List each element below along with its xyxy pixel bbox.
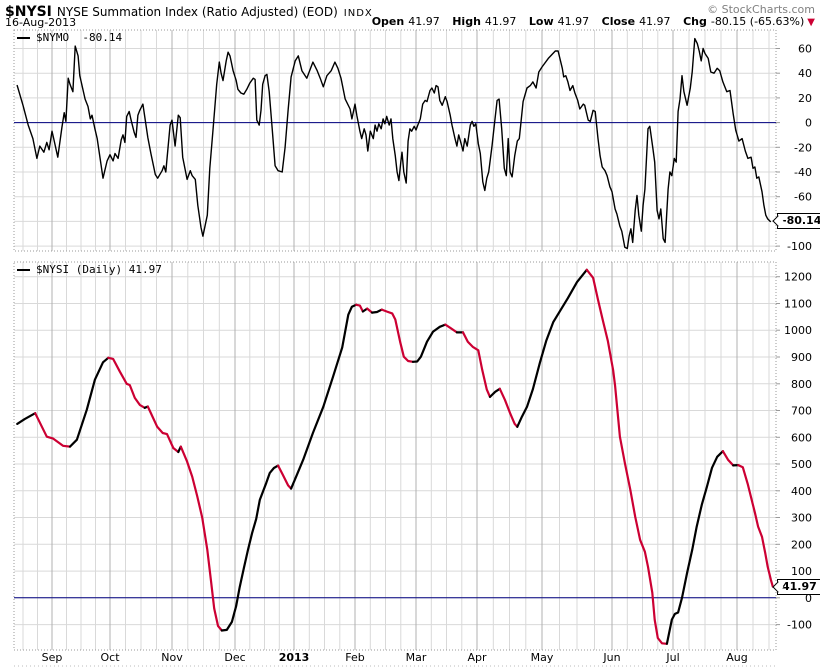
y-tick-label: 0 — [805, 117, 812, 130]
x-tick-label: Jul — [665, 651, 679, 664]
nymo-legend-label: $NYMO -80.14 — [36, 31, 123, 44]
low-value: 41.97 — [557, 15, 590, 28]
last-value-label-nysi: 41.97 — [777, 579, 820, 595]
nymo-legend: $NYMO -80.14 — [17, 31, 122, 44]
$NYSI (Daily)-series — [461, 331, 492, 398]
$NYSI (Daily)-series — [355, 303, 364, 313]
$NYSI (Daily)-series — [371, 308, 383, 314]
$NYSI (Daily)-series — [68, 356, 110, 448]
y-tick-label: 1000 — [784, 324, 812, 337]
y-tick-label: 1100 — [784, 298, 812, 311]
y-tick-label: 900 — [791, 351, 812, 364]
y-tick-label: 700 — [791, 405, 812, 418]
chg-value: -80.15 (-65.63%) — [710, 15, 805, 28]
y-tick-label: 500 — [791, 458, 812, 471]
$NYSI (Daily)-series — [665, 450, 725, 645]
nysi-legend-label: $NYSI (Daily) 41.97 — [36, 263, 162, 276]
$NYMO-panel: 60 40 20 0 -20 -40 -60 -100 — [13, 29, 812, 253]
page-title: NYSE Summation Index (Ratio Adjusted) (E… — [56, 5, 338, 19]
x-tick-label: Sep — [42, 651, 63, 664]
close-value: 41.97 — [639, 15, 671, 28]
x-tick-label: Dec — [224, 651, 245, 664]
y-tick-label: 0 — [805, 592, 812, 605]
symbol: $NYSI — [5, 4, 52, 20]
$NYSI (Daily)-series — [146, 405, 180, 454]
y-tick-label: 40 — [798, 67, 812, 80]
$NYSI (Daily)-series — [444, 323, 458, 334]
$NYSI (Daily)-series — [107, 356, 146, 409]
quote-bar: Open 41.97 High 41.97 Low 41.97 Close 41.97 … — [372, 15, 815, 28]
y-tick-label: 100 — [791, 565, 812, 578]
$NYSI (Daily)-series — [737, 464, 774, 588]
y-tick-label: 60 — [798, 43, 812, 56]
x-tick-label: Jun — [602, 651, 620, 664]
y-tick-label: 400 — [791, 485, 812, 498]
exchange-label: INDX — [343, 8, 373, 19]
$NYMO-series — [16, 37, 771, 250]
y-tick-label: -100 — [787, 619, 812, 632]
y-tick-label: -40 — [794, 166, 812, 179]
open-value: 41.97 — [408, 15, 440, 28]
x-tick-label: Oct — [100, 651, 120, 664]
$NYSI (Daily)-series — [585, 268, 669, 645]
x-tick-label: Feb — [345, 651, 364, 664]
open-label: Open — [371, 15, 405, 28]
copyright: © StockCharts.com — [707, 3, 815, 16]
x-tick-label: May — [531, 651, 554, 664]
$NYSI (Daily)-series — [411, 323, 447, 363]
low-label: Low — [528, 15, 554, 28]
line-swatch-icon — [17, 36, 30, 39]
high-label: High — [452, 15, 481, 28]
$NYSI (Daily)-series — [721, 450, 735, 467]
header-row: $NYSI NYSE Summation Index (Ratio Adjuste… — [5, 1, 373, 20]
y-tick-label: 800 — [791, 378, 812, 391]
y-tick-label: -60 — [794, 191, 812, 204]
x-tick-label: Nov — [161, 651, 183, 664]
y-tick-label: -20 — [794, 141, 812, 154]
$NYSI (Daily)-series — [516, 268, 588, 428]
y-tick-label: 600 — [791, 431, 812, 444]
$NYSI (Daily)-series — [498, 387, 519, 428]
chg-label: Chg — [683, 15, 707, 28]
close-label: Close — [601, 15, 636, 28]
$NYSI (Daily)-series — [34, 412, 72, 448]
$NYSI (Daily)-series — [220, 464, 280, 632]
$NYSI (Daily)-series — [277, 464, 293, 490]
$NYSI (Daily)-panel: 1200110010009008007006005004003002001000… — [13, 261, 812, 651]
y-tick-label: 200 — [791, 538, 812, 551]
x-tick-label: Mar — [406, 651, 427, 664]
$NYSI (Daily)-series — [179, 445, 223, 632]
x-tick-label: Apr — [467, 651, 487, 664]
line-swatch-icon — [17, 268, 30, 271]
y-tick-label: 300 — [791, 512, 812, 525]
y-tick-label: 1200 — [784, 271, 812, 284]
high-value: 41.97 — [484, 15, 517, 28]
$NYSI (Daily)-series — [488, 387, 501, 398]
$NYSI (Daily)-series — [380, 308, 414, 363]
x-tick-label: Aug — [726, 651, 747, 664]
y-tick-label: 20 — [798, 92, 812, 105]
last-value-label-nymo: -80.14 — [777, 213, 820, 229]
$NYSI (Daily)-series — [290, 303, 358, 490]
nysi-legend: $NYSI (Daily) 41.97 — [17, 263, 162, 276]
chg-down-arrow-icon: ▼ — [807, 17, 815, 28]
x-tick-label: 2013 — [279, 651, 310, 664]
$NYSI (Daily)-series — [16, 412, 37, 425]
chart-date: 16-Aug-2013 — [5, 16, 77, 29]
y-tick-label: -100 — [787, 240, 812, 253]
